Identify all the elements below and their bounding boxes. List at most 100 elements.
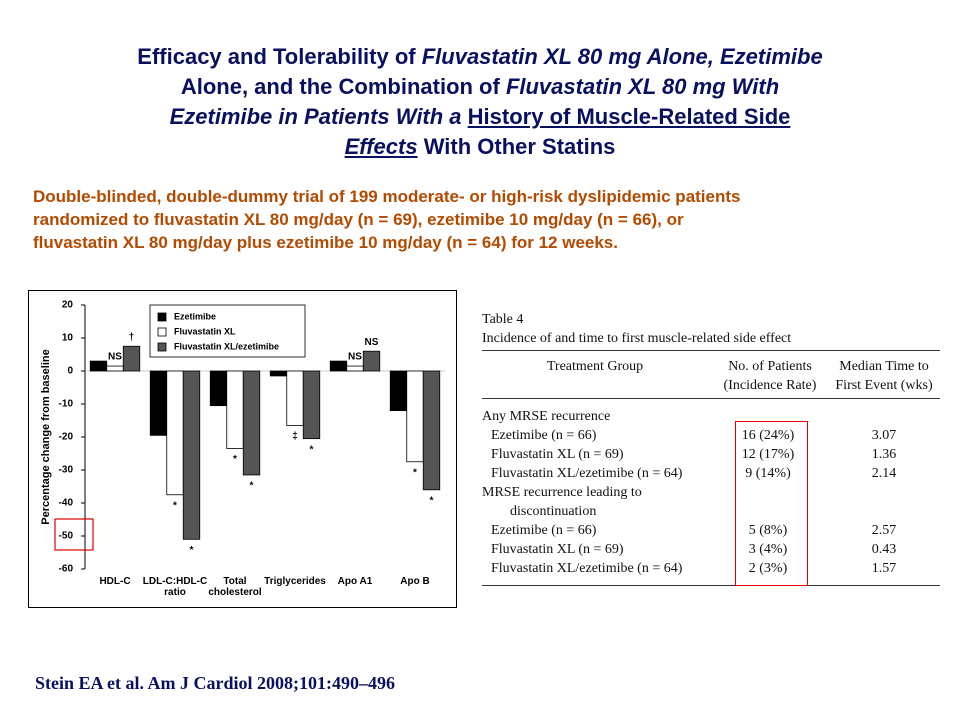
title-segment: History of Muscle-Related Side [467, 104, 791, 129]
section-title: MRSE recurrence leading to [482, 485, 642, 500]
table: Table 4 Incidence of and time to first mu… [482, 310, 940, 590]
citation: Stein EA et al. Am J Cardiol 2008;101:49… [35, 673, 395, 693]
bar [362, 350, 381, 372]
title-line: Effects With Other Statins [0, 132, 960, 162]
annotation: * [413, 467, 417, 478]
chart: 20 10 0 -10 -20 -30 -40 -50 -60 Percentage change… [40, 300, 445, 575]
row-label: Ezetimibe (n = 66) [491, 523, 597, 538]
annotation: * [250, 481, 254, 492]
bar [406, 370, 424, 463]
cell: 0.43 [871, 542, 897, 557]
title-line: Alone, and the Combination of Fluvastati… [0, 72, 960, 102]
chart-panel: 20 10 0 -10 -20 -30 -40 -50 -60 Percentage change… [28, 290, 457, 608]
x-tick-label: Total cholesterol [208, 576, 262, 598]
slide-subtitle: Double-blinded, double-dummy trial of 19… [33, 185, 740, 254]
y-tick-label: 20 [62, 300, 74, 311]
annotation: NS [365, 337, 379, 348]
annotation: NS [108, 352, 122, 363]
annotation: * [173, 500, 177, 511]
bar [242, 370, 261, 476]
section-title: Any MRSE recurrence [482, 409, 611, 424]
bar [422, 370, 441, 491]
x-tick-label: LDL-C:HDL-C ratio [142, 576, 208, 598]
cell: 3.07 [871, 428, 897, 443]
legend-label: Fluvastatin XL/ezetimibe [174, 341, 279, 351]
row-label: Fluvastatin XL (n = 69) [491, 447, 624, 462]
cell: 2 (3%) [748, 561, 788, 576]
cell: 16 (24%) [741, 428, 795, 443]
legend-frame [149, 304, 306, 358]
table-rule [482, 350, 940, 351]
bar [302, 370, 321, 440]
bar [286, 370, 304, 426]
cell: 12 (17%) [741, 447, 795, 462]
title-line: Efficacy and Tolerability of Fluvastatin… [0, 42, 960, 72]
slide-title: Efficacy and Tolerability of Fluvastatin… [0, 42, 960, 162]
table-header: (Incidence Rate) [723, 378, 817, 393]
y-tick-label: -20 [59, 432, 74, 443]
subtitle-line: Double-blinded, double-dummy trial of 19… [33, 187, 741, 206]
title-segment: Fluvastatin XL 80 mg Alone, Ezetimibe [421, 44, 823, 69]
title-segment: Alone, and the Combination of [180, 74, 506, 99]
y-tick-label: -50 [59, 531, 74, 542]
table-rule [482, 398, 940, 399]
subtitle-line: fluvastatin XL 80 mg/day plus ezetimibe … [33, 233, 618, 252]
bar [149, 370, 168, 436]
title-segment: Fluvastatin XL 80 mg With [505, 74, 780, 99]
y-axis-label: Percentage change from baseline [40, 349, 52, 524]
bar [182, 370, 201, 540]
table-header: First Event (wks) [835, 378, 933, 393]
annotation: NS [348, 352, 362, 363]
table-rule [482, 585, 940, 586]
y-tick-label: -30 [59, 465, 74, 476]
highlight-box [735, 421, 808, 586]
row-label: Ezetimibe (n = 66) [491, 428, 597, 443]
title-segment: Ezetimibe in Patients With a [169, 104, 468, 129]
table-header: No. of Patients [728, 359, 812, 374]
annotation: * [310, 444, 314, 455]
bar [329, 360, 348, 372]
title-segment: With Other Statins [417, 134, 616, 159]
subtitle-line: randomized to fluvastatin XL 80 mg/day (… [33, 210, 684, 229]
title-segment: Effects [344, 134, 418, 159]
legend: Ezetimibe Fluvastatin XL Fluvastatin XL/ez… [149, 304, 306, 358]
highlight-box [54, 518, 94, 551]
annotation: † [129, 332, 135, 343]
row-label: Fluvastatin XL/ezetimibe (n = 64) [491, 561, 683, 576]
legend-swatch [157, 342, 167, 352]
table-caption: Incidence of and time to first muscle-re… [482, 331, 792, 346]
bar [106, 365, 124, 372]
section-title: discontinuation [510, 504, 597, 519]
bar [89, 360, 108, 372]
x-tick-label: HDL-C [99, 576, 131, 587]
legend-swatch [157, 327, 167, 337]
table-header: Median Time to [839, 359, 929, 374]
y-tick-label: 10 [62, 333, 74, 344]
x-tick-label: Apo A1 [337, 576, 373, 587]
cell: 1.57 [871, 561, 897, 576]
annotation: * [233, 454, 237, 465]
bar [122, 345, 141, 372]
y-tick-label: 0 [67, 366, 73, 377]
bar [346, 365, 364, 372]
cell: 3 (4%) [748, 542, 788, 557]
cell: 2.57 [871, 523, 897, 538]
annotation: * [430, 495, 434, 506]
bar [389, 370, 408, 411]
cell: 9 (14%) [745, 466, 791, 481]
annotation: * [190, 545, 194, 556]
row-label: Fluvastatin XL (n = 69) [491, 542, 624, 557]
y-tick-label: -10 [59, 399, 74, 410]
y-tick-label: -40 [59, 498, 74, 509]
bar [269, 370, 288, 377]
bar [209, 370, 228, 407]
legend-swatch [157, 312, 167, 322]
y-tick-label: -60 [59, 564, 74, 575]
legend-label: Ezetimibe [174, 311, 216, 321]
cell: 2.14 [871, 466, 897, 481]
x-tick-label: Triglycerides [264, 576, 326, 587]
bar [166, 370, 184, 496]
legend-label: Fluvastatin XL [174, 326, 236, 336]
row-label: Fluvastatin XL/ezetimibe (n = 64) [491, 466, 683, 481]
